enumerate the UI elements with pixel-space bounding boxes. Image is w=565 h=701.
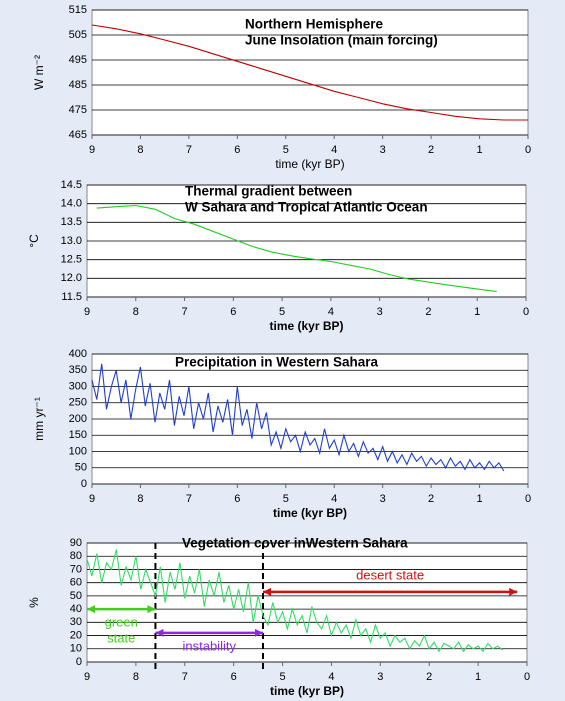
x-tick-label: 7 <box>182 671 188 683</box>
chart-subtitle: June Insolation (main forcing) <box>245 33 438 48</box>
series-line <box>91 24 528 121</box>
chart-title: Thermal gradient between <box>185 184 352 199</box>
y-tick-label: 13.5 <box>61 216 82 228</box>
y-axis-label: mm yr⁻¹ <box>32 397 46 441</box>
chart-title: Precipitation in Western Sahara <box>175 355 379 370</box>
y-tick-label: 60 <box>70 577 82 589</box>
x-tick-label: 3 <box>380 144 386 156</box>
x-tick-label: 5 <box>283 493 289 505</box>
x-tick-label: 9 <box>89 144 95 156</box>
series-line <box>96 204 497 292</box>
chart-title: Vegetation cover inWestern Sahara <box>182 536 408 551</box>
x-tick-label: 9 <box>84 671 90 683</box>
x-tick-label: 4 <box>328 671 334 683</box>
y-tick-label: 20 <box>70 629 82 641</box>
x-tick-label: 8 <box>133 671 139 683</box>
y-tick-label: 12.0 <box>61 272 82 284</box>
annotation: state <box>107 631 135 646</box>
y-tick-label: 50 <box>75 462 87 474</box>
x-tick-label: 0 <box>523 306 529 318</box>
y-tick-label: 250 <box>69 397 87 409</box>
x-tick-label: 6 <box>234 144 240 156</box>
y-tick-label: 200 <box>69 413 87 425</box>
y-tick-label: 515 <box>69 4 87 16</box>
y-axis-label: °C <box>27 234 41 248</box>
x-tick-label: 1 <box>474 306 480 318</box>
x-tick-label: 5 <box>279 671 285 683</box>
x-tick-label: 2 <box>428 144 434 156</box>
y-tick-label: 11.5 <box>61 291 82 303</box>
y-tick-label: 485 <box>69 79 87 91</box>
x-tick-label: 6 <box>230 306 236 318</box>
x-axis-label: time (kyr BP) <box>270 684 344 698</box>
y-tick-label: 350 <box>69 364 87 376</box>
x-axis-label: time (kyr BP) <box>275 157 344 171</box>
x-tick-label: 7 <box>186 493 192 505</box>
y-axis-label: W m⁻² <box>32 55 46 90</box>
y-tick-label: 30 <box>70 616 82 628</box>
plot-area <box>91 9 529 136</box>
y-tick-label: 40 <box>70 603 82 615</box>
x-tick-label: 8 <box>137 144 143 156</box>
x-tick-label: 2 <box>425 306 431 318</box>
chart-title: Northern Hemisphere <box>245 17 384 32</box>
y-tick-label: 50 <box>70 590 82 602</box>
x-axis-label: time (kyr BP) <box>273 506 347 520</box>
y-tick-label: 80 <box>70 550 82 562</box>
y-tick-label: 465 <box>69 129 87 141</box>
x-tick-label: 5 <box>279 306 285 318</box>
x-tick-label: 0 <box>524 671 530 683</box>
y-tick-label: 12.5 <box>61 254 82 266</box>
annotation: desert state <box>356 567 424 582</box>
x-tick-label: 7 <box>186 144 192 156</box>
y-tick-label: 475 <box>69 104 87 116</box>
x-tick-label: 1 <box>476 493 482 505</box>
x-tick-label: 1 <box>476 144 482 156</box>
y-tick-label: 300 <box>69 380 87 392</box>
x-tick-label: 8 <box>133 306 139 318</box>
x-tick-label: 8 <box>137 493 143 505</box>
x-tick-label: 4 <box>328 306 334 318</box>
x-tick-label: 3 <box>380 493 386 505</box>
x-tick-label: 9 <box>84 306 90 318</box>
annotation: green <box>105 615 138 630</box>
y-tick-label: 495 <box>69 54 87 66</box>
x-tick-label: 6 <box>234 493 240 505</box>
y-tick-label: 14.5 <box>61 179 82 191</box>
x-tick-label: 0 <box>525 493 531 505</box>
x-tick-label: 6 <box>231 671 237 683</box>
x-tick-label: 0 <box>525 144 531 156</box>
arrow-head <box>87 605 156 614</box>
plot-area <box>86 542 528 663</box>
y-tick-label: 10 <box>70 643 82 655</box>
y-tick-label: 90 <box>70 537 82 549</box>
x-tick-label: 9 <box>89 493 95 505</box>
y-tick-label: 0 <box>81 478 87 490</box>
y-tick-label: 400 <box>69 348 87 360</box>
y-tick-label: 0 <box>76 656 82 668</box>
series-line <box>91 363 505 472</box>
x-tick-label: 2 <box>428 493 434 505</box>
x-tick-label: 5 <box>283 144 289 156</box>
annotation: instability <box>182 638 236 653</box>
x-tick-label: 2 <box>426 671 432 683</box>
x-tick-label: 4 <box>331 144 337 156</box>
x-tick-label: 7 <box>181 306 187 318</box>
y-tick-label: 13.0 <box>61 235 82 247</box>
chart-subtitle: W Sahara and Tropical Atlantic Ocean <box>185 200 428 215</box>
x-tick-label: 1 <box>475 671 481 683</box>
y-tick-label: 70 <box>70 563 82 575</box>
x-tick-label: 3 <box>377 671 383 683</box>
y-tick-label: 14.0 <box>61 198 82 210</box>
x-tick-label: 4 <box>331 493 337 505</box>
y-axis-label: % <box>27 597 41 608</box>
series-line <box>86 549 503 653</box>
x-tick-label: 3 <box>377 306 383 318</box>
y-tick-label: 100 <box>69 445 87 457</box>
y-tick-label: 150 <box>69 429 87 441</box>
y-tick-label: 505 <box>69 29 87 41</box>
x-axis-label: time (kyr BP) <box>269 319 343 333</box>
